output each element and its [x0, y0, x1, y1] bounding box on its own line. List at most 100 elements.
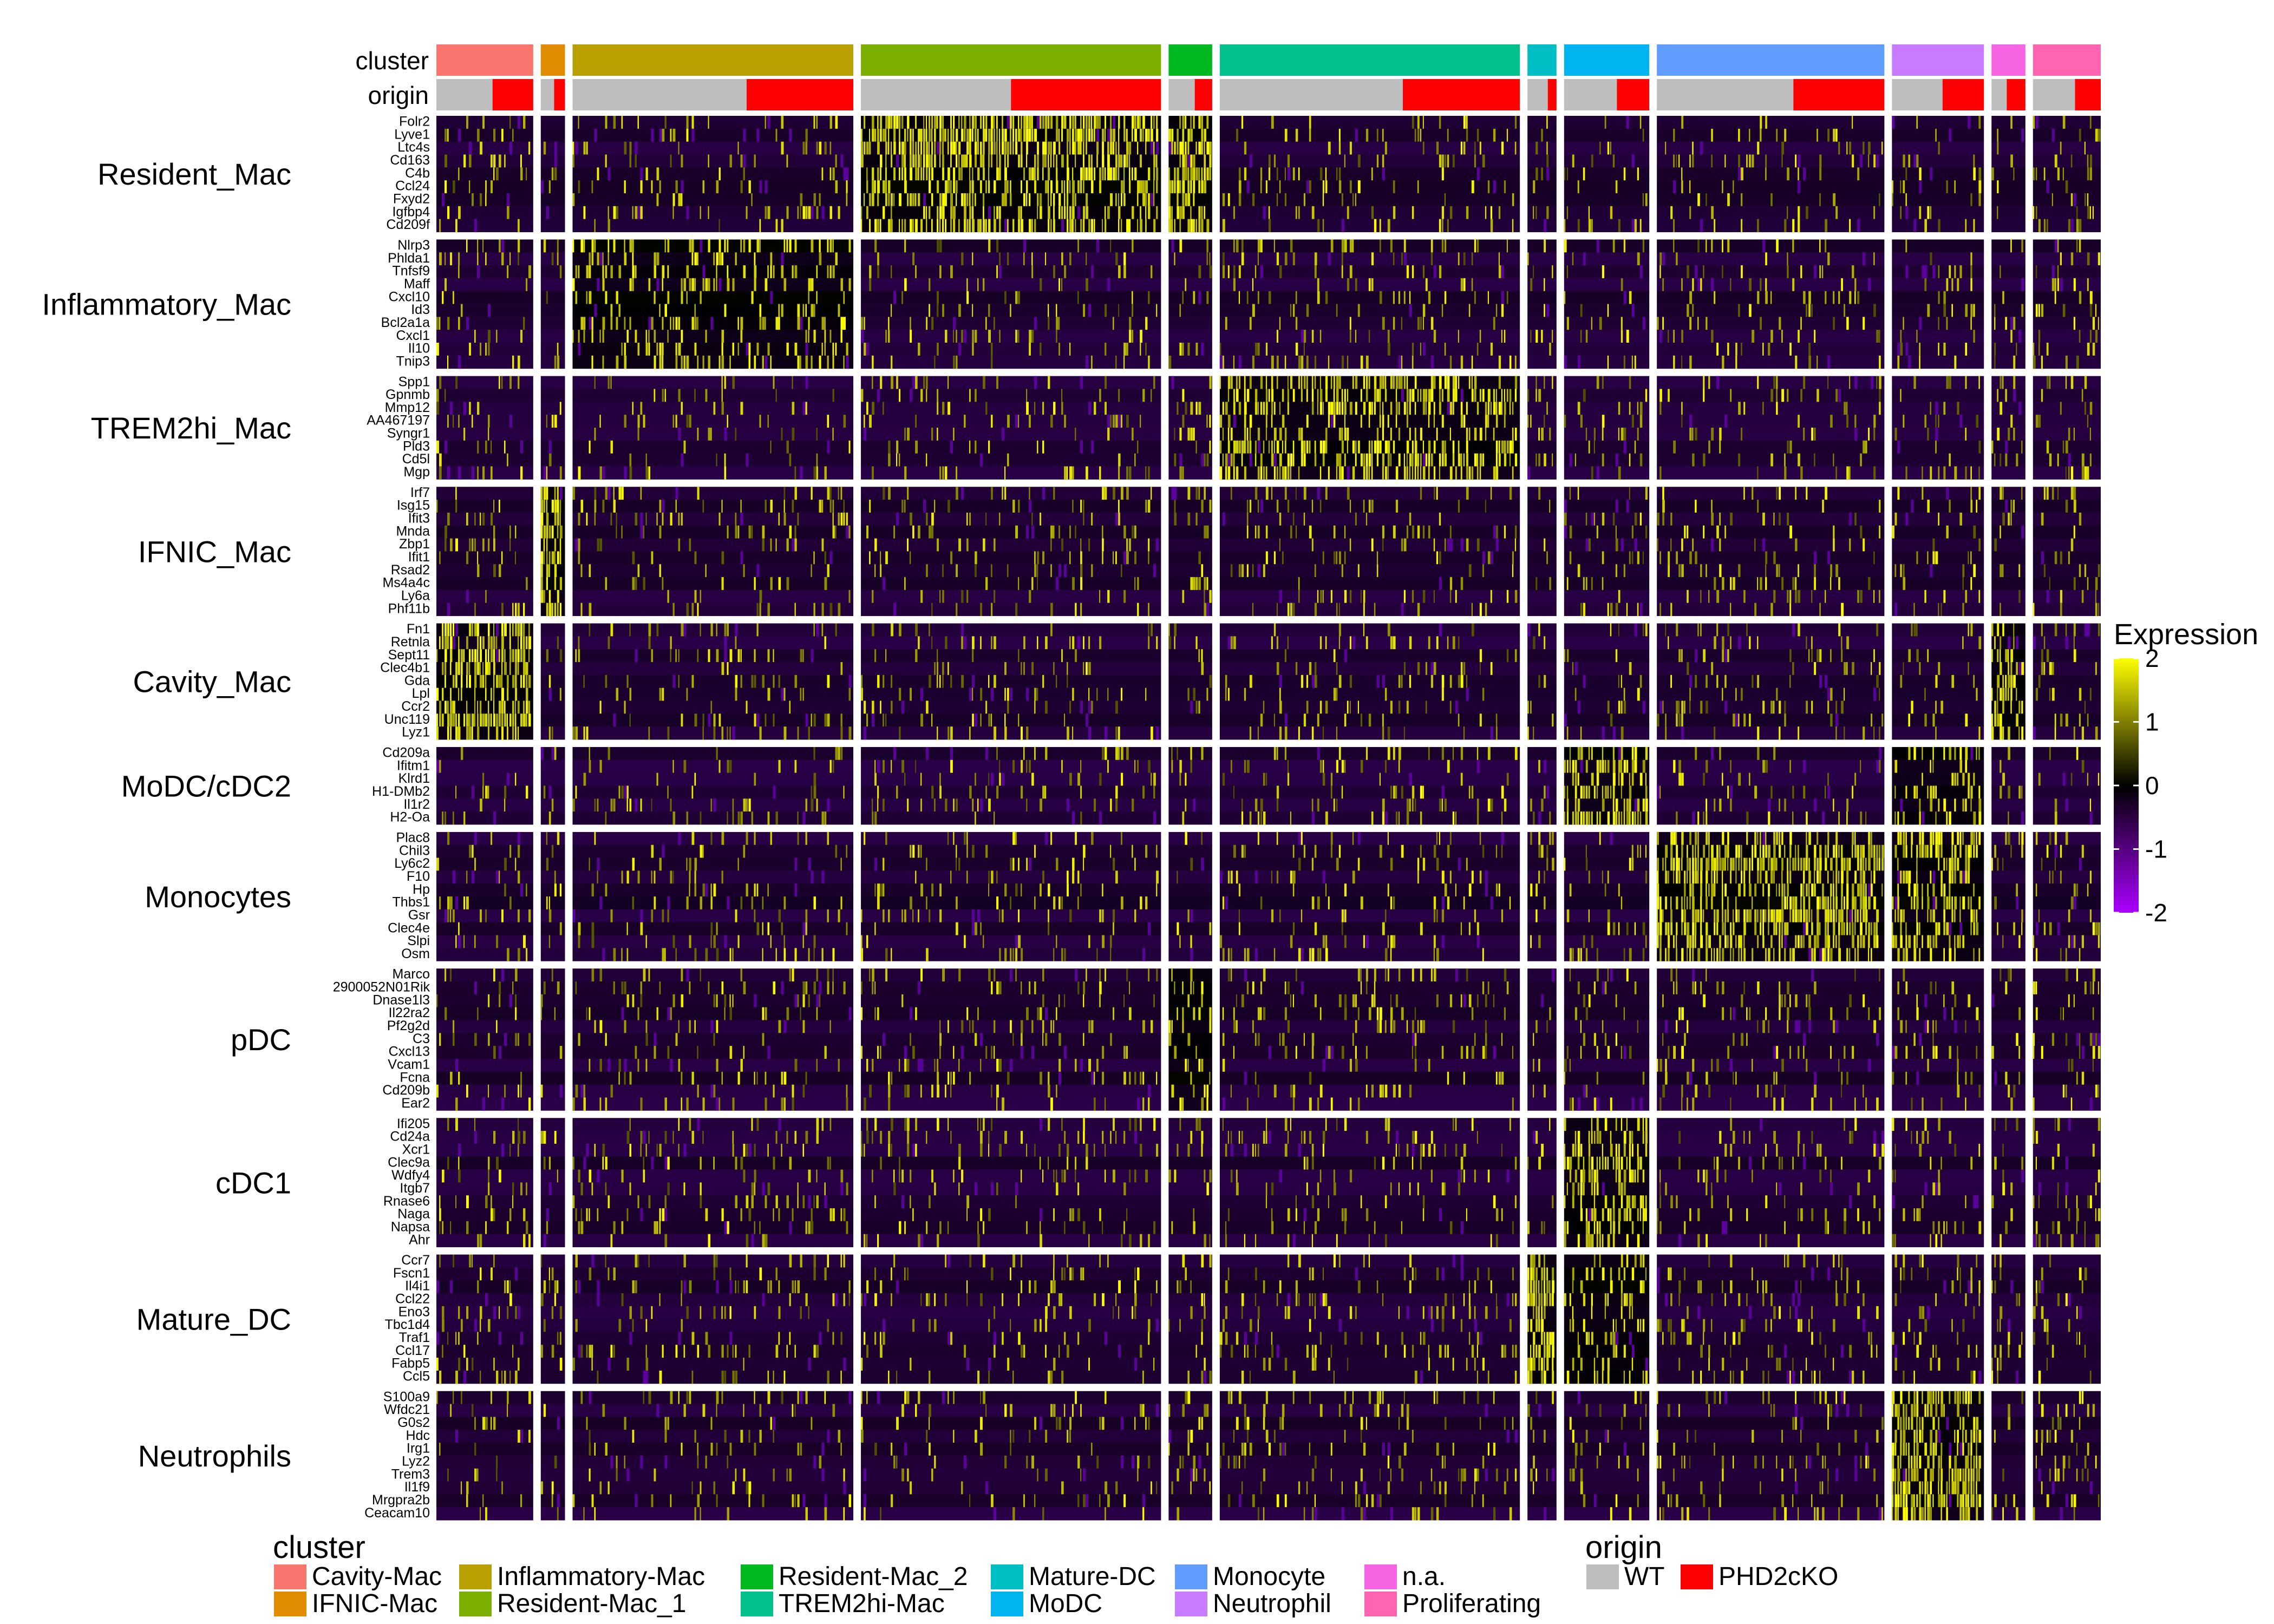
expression-cell	[1946, 525, 1949, 539]
expression-cell	[896, 453, 898, 467]
expression-cell	[686, 206, 689, 220]
heatmap-row-background	[861, 427, 1161, 441]
expression-cell	[1148, 603, 1149, 617]
expression-cell	[1177, 206, 1179, 220]
heatmap-row-background	[1892, 577, 1984, 591]
expression-cell	[1252, 603, 1254, 617]
expression-cell	[1187, 128, 1190, 142]
expression-cell	[1441, 154, 1444, 168]
expression-cell	[885, 116, 888, 129]
expression-cell	[824, 636, 827, 650]
heatmap-row-background	[1991, 304, 2025, 317]
expression-cell	[1476, 239, 1479, 253]
expression-cell	[697, 649, 699, 663]
expression-cell	[937, 538, 939, 552]
expression-cell	[520, 623, 522, 637]
expression-cell	[1290, 603, 1292, 617]
expression-cell	[904, 180, 907, 194]
expression-cell	[885, 154, 887, 168]
expression-cell	[721, 577, 724, 591]
expression-cell	[910, 219, 912, 232]
expression-cell	[829, 500, 832, 513]
expression-cell	[1241, 564, 1244, 578]
expression-cell	[1072, 219, 1074, 232]
expression-cell	[874, 180, 876, 194]
expression-cell	[1433, 415, 1435, 428]
expression-cell	[1018, 577, 1020, 591]
expression-cell	[1344, 427, 1347, 441]
expression-cell	[877, 128, 879, 142]
expression-cell	[607, 167, 611, 181]
expression-cell	[1311, 330, 1314, 343]
expression-cell	[920, 167, 923, 181]
expression-cell	[1222, 252, 1225, 266]
expression-cell	[578, 551, 580, 565]
expression-cell	[689, 538, 691, 552]
expression-cell	[1765, 577, 1767, 591]
expression-cell	[1352, 376, 1354, 390]
expression-cell	[1026, 687, 1029, 701]
expression-cell	[1295, 206, 1297, 220]
expression-cell	[1393, 376, 1395, 390]
expression-cell	[1512, 466, 1514, 480]
expression-cell	[1441, 206, 1445, 220]
expression-cell	[1827, 687, 1831, 701]
expression-cell	[501, 675, 503, 689]
expression-cell	[472, 415, 473, 428]
expression-cell	[996, 265, 998, 279]
expression-cell	[515, 700, 517, 714]
expression-cell	[1174, 180, 1176, 194]
expression-cell	[543, 590, 545, 604]
expression-cell	[501, 649, 504, 663]
expression-cell	[999, 219, 1001, 232]
expression-cell	[721, 355, 724, 369]
expression-cell	[1714, 636, 1716, 650]
heatmap-row-background	[1564, 662, 1650, 676]
expression-cell	[786, 440, 789, 454]
expression-cell	[829, 206, 832, 220]
expression-cell	[891, 700, 893, 714]
expression-cell	[1244, 376, 1246, 390]
expression-cell	[686, 415, 689, 428]
expression-cell	[1697, 317, 1699, 330]
expression-cell	[1306, 180, 1309, 194]
expression-cell	[972, 304, 973, 317]
expression-cell	[1546, 402, 1548, 415]
expression-cell	[861, 675, 862, 689]
expression-cell	[2035, 265, 2037, 279]
expression-cell	[1868, 577, 1871, 591]
heatmap-row-background	[1991, 389, 2025, 402]
expression-cell	[1738, 564, 1741, 578]
expression-cell	[670, 649, 671, 663]
expression-cell	[1414, 128, 1416, 142]
expression-cell	[1311, 402, 1314, 415]
expression-cell	[2095, 128, 2098, 142]
expression-cell	[1072, 180, 1075, 194]
expression-cell	[629, 317, 631, 330]
expression-cell	[1681, 649, 1683, 663]
expression-cell	[1905, 206, 1909, 220]
expression-cell	[937, 180, 939, 194]
expression-cell	[662, 355, 664, 369]
expression-cell	[877, 167, 879, 181]
expression-cell	[1757, 466, 1759, 480]
expression-cell	[1991, 623, 1994, 637]
expression-cell	[1922, 265, 1925, 279]
expression-cell	[827, 355, 829, 369]
expression-cell	[662, 577, 664, 591]
expression-cell	[912, 128, 914, 142]
expression-cell	[1344, 551, 1346, 565]
expression-cell	[2065, 466, 2067, 480]
expression-cell	[1466, 427, 1468, 441]
expression-cell	[1501, 265, 1504, 279]
expression-cell	[861, 317, 863, 330]
expression-cell	[829, 141, 832, 155]
expression-cell	[635, 154, 637, 168]
expression-cell	[1412, 525, 1415, 539]
expression-cell	[1905, 466, 1907, 480]
expression-cell	[632, 278, 634, 292]
expression-cell	[540, 180, 544, 194]
expression-cell	[945, 193, 947, 207]
expression-cell	[1298, 206, 1300, 220]
